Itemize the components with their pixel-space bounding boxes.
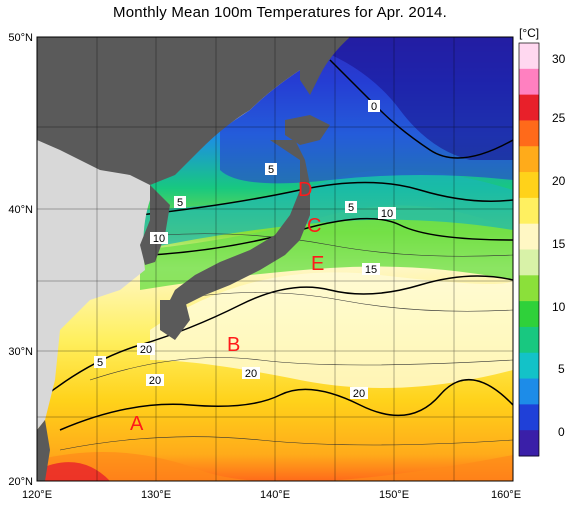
colorbar-swatch [519, 301, 539, 328]
contour-label: 5 [345, 201, 357, 214]
japan-hokkaido [285, 115, 330, 145]
colorbar-swatch [519, 249, 539, 276]
lon-tick: 160°E [491, 489, 521, 501]
colorbar-tick: 25 [552, 111, 566, 125]
hot-patch [37, 462, 110, 481]
colorbar-swatch [519, 68, 539, 96]
svg-text:20: 20 [140, 344, 152, 356]
map-title: Monthly Mean 100m Temperatures for Apr. … [113, 4, 447, 21]
contour-label: 0 [368, 100, 380, 113]
colorbar-tick: 15 [552, 237, 566, 251]
contour-label: 20 [137, 343, 155, 356]
japan-kyushu [160, 300, 190, 340]
map-area: 0 5 5 5 5 10 10 15 20 20 20 20 A B C D E [37, 37, 513, 481]
contour-value-labels: 0 5 5 5 5 10 10 15 20 20 20 20 [94, 100, 396, 400]
minor-contours [59, 233, 513, 451]
contour-label: 10 [378, 207, 396, 220]
lat-tick: 20°N [8, 476, 33, 488]
colorbar-tick: 5 [558, 362, 565, 376]
colorbar-swatch [519, 146, 539, 173]
region-label-e: E [311, 253, 324, 275]
colorbar-swatches [519, 43, 539, 457]
colorbar-tick: 20 [552, 174, 566, 188]
lat-tick: 30°N [8, 346, 33, 358]
svg-text:10: 10 [381, 208, 393, 220]
colorbar-swatch [519, 197, 539, 225]
graticule [37, 37, 513, 481]
svg-text:5: 5 [97, 357, 103, 369]
lon-tick: 150°E [379, 489, 409, 501]
contour-label: 5 [94, 356, 106, 369]
contour-label: 15 [362, 263, 380, 276]
svg-text:15: 15 [365, 264, 377, 276]
lat-tick: 40°N [8, 204, 33, 216]
cold-core [320, 37, 513, 160]
lon-tick: 130°E [141, 489, 171, 501]
colorbar-swatch [519, 430, 539, 457]
colorbar-swatch [519, 404, 539, 431]
svg-text:20: 20 [353, 388, 365, 400]
colorbar-tick: 0 [558, 425, 565, 439]
region-label-d: D [298, 179, 312, 201]
colorbar-swatch [519, 223, 539, 250]
svg-text:5: 5 [348, 202, 354, 214]
colorbar-swatch [519, 275, 539, 302]
region-label-c: C [307, 215, 321, 237]
svg-text:5: 5 [177, 197, 183, 209]
lon-tick: 140°E [260, 489, 290, 501]
svg-text:10: 10 [153, 233, 165, 245]
svg-text:20: 20 [149, 375, 161, 387]
region-labels: A B C D E [130, 179, 324, 435]
svg-text:5: 5 [268, 164, 274, 176]
colorbar-unit: [°C] [519, 26, 539, 40]
contour-label: 5 [265, 163, 277, 176]
lat-tick: 50°N [8, 32, 33, 44]
latitude-axis: 50°N 40°N 30°N 20°N [8, 32, 33, 488]
colorbar-swatch [519, 172, 539, 199]
svg-text:20: 20 [245, 368, 257, 380]
colorbar-swatch [519, 120, 539, 147]
colorbar-swatch [519, 326, 539, 354]
japan-honshu [170, 140, 310, 305]
lon-tick: 120°E [22, 489, 52, 501]
contour-label: 10 [150, 232, 168, 245]
kuroshio-extension-band [150, 272, 513, 388]
region-label-b: B [227, 334, 240, 356]
region-label-a: A [130, 413, 144, 435]
colorbar-swatch [519, 94, 539, 121]
contour-lines [39, 59, 513, 431]
contour-label: 20 [350, 387, 368, 400]
contour-label: 20 [242, 367, 260, 380]
svg-text:0: 0 [371, 101, 377, 113]
colorbar: [°C] 30 25 20 15 10 5 0 [518, 26, 566, 457]
longitude-axis: 120°E 130°E 140°E 150°E 160°E [22, 489, 521, 501]
colorbar-tick: 10 [552, 300, 566, 314]
taiwan [37, 420, 50, 481]
colorbar-swatch [519, 43, 539, 70]
northern-landmass [37, 37, 300, 185]
sakhalin [300, 37, 350, 95]
contour-label: 20 [146, 374, 164, 387]
colorbar-swatch [519, 378, 539, 405]
colorbar-border [518, 42, 540, 457]
contour-label: 5 [174, 196, 186, 209]
map-border [36, 36, 514, 482]
colorbar-tick: 30 [552, 52, 566, 66]
colorbar-swatch [519, 352, 539, 380]
korean-peninsula [140, 185, 170, 265]
